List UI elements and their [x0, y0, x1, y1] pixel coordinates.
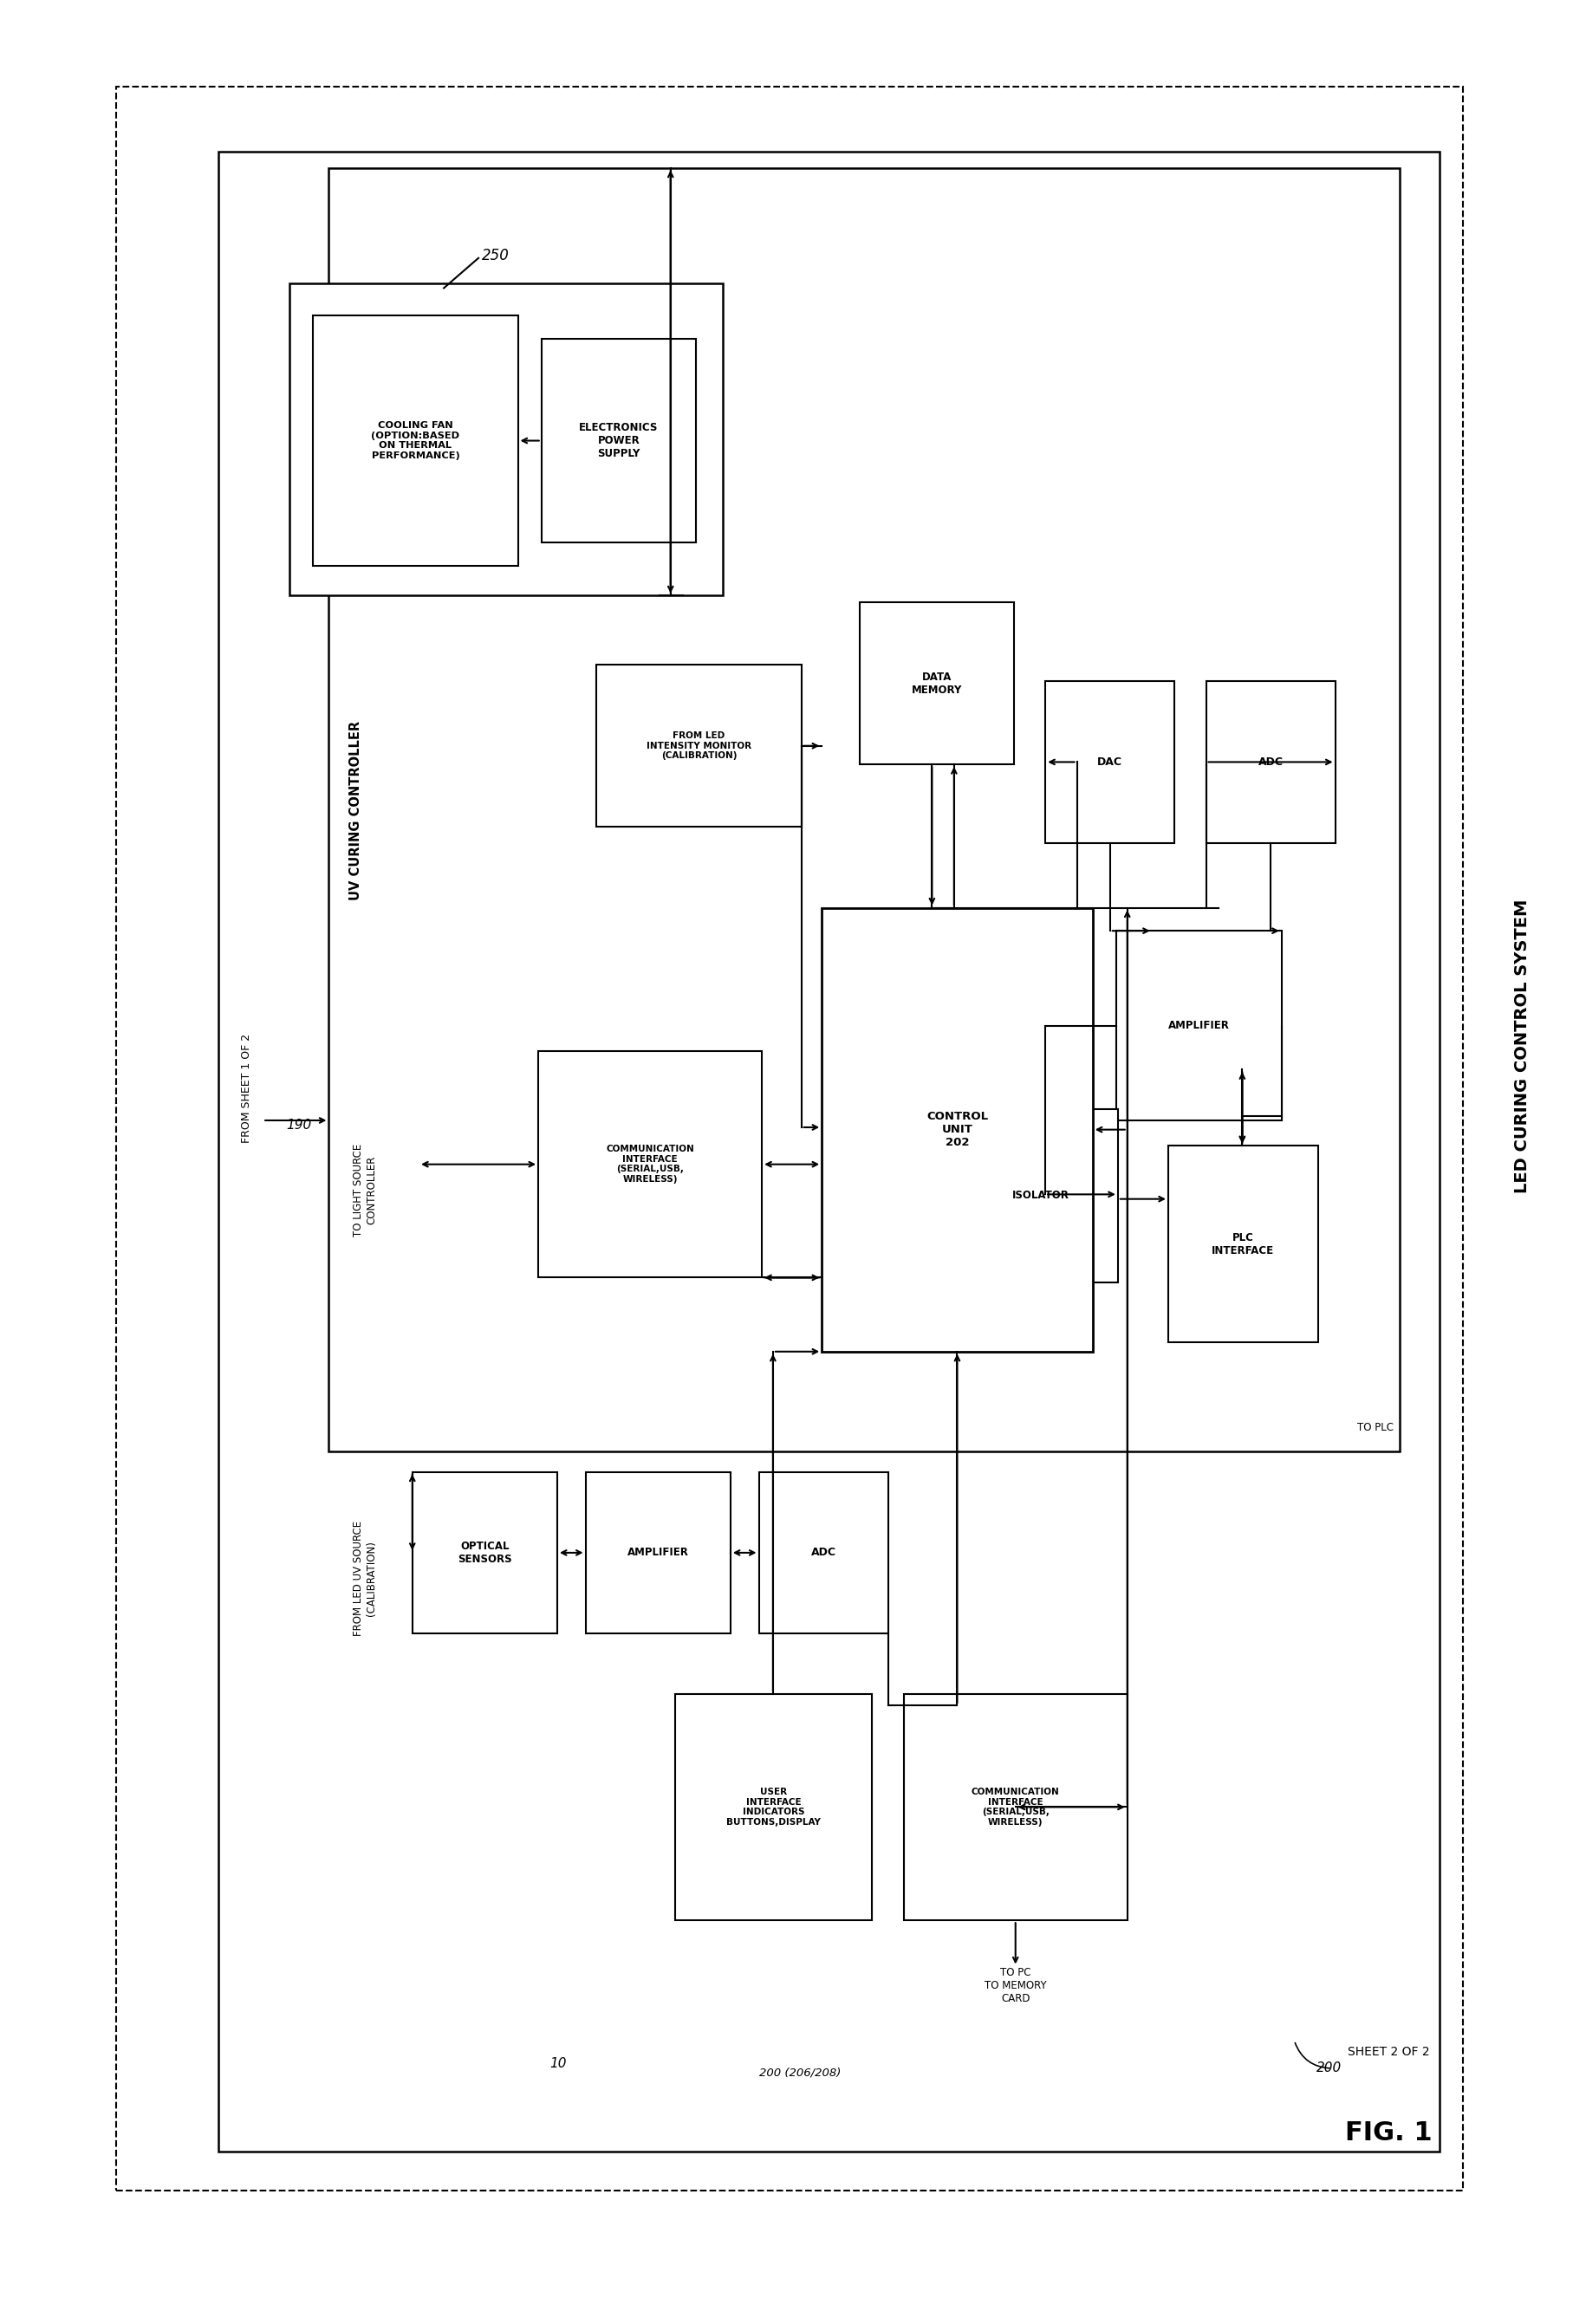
FancyBboxPatch shape: [1045, 681, 1174, 844]
Text: COOLING FAN
(OPTION:BASED
ON THERMAL
PERFORMANCE): COOLING FAN (OPTION:BASED ON THERMAL PER…: [371, 421, 460, 460]
Text: TO LIGHT SOURCE
CONTROLLER: TO LIGHT SOURCE CONTROLLER: [352, 1143, 377, 1236]
FancyBboxPatch shape: [902, 1694, 1126, 1920]
Text: COMMUNICATION
INTERFACE
(SERIAL,USB,
WIRELESS): COMMUNICATION INTERFACE (SERIAL,USB, WIR…: [606, 1146, 693, 1183]
Text: ISOLATOR: ISOLATOR: [1012, 1190, 1069, 1202]
Text: SHEET 2 OF 2: SHEET 2 OF 2: [1347, 2045, 1429, 2059]
Text: TO PC
TO MEMORY
CARD: TO PC TO MEMORY CARD: [983, 1966, 1045, 2003]
Text: DAC: DAC: [1098, 755, 1121, 767]
Text: AMPLIFIER: AMPLIFIER: [626, 1548, 688, 1559]
Text: TO PLC: TO PLC: [1356, 1422, 1393, 1434]
Text: 200: 200: [1315, 2061, 1340, 2075]
Text: OPTICAL
SENSORS: OPTICAL SENSORS: [457, 1541, 512, 1564]
FancyBboxPatch shape: [676, 1694, 872, 1920]
Text: FROM LED UV SOURCE
(CALIBRATION): FROM LED UV SOURCE (CALIBRATION): [352, 1520, 377, 1636]
Text: LED CURING CONTROL SYSTEM: LED CURING CONTROL SYSTEM: [1513, 899, 1530, 1195]
FancyBboxPatch shape: [289, 284, 722, 595]
FancyBboxPatch shape: [1167, 1146, 1316, 1343]
FancyBboxPatch shape: [312, 316, 517, 565]
FancyBboxPatch shape: [1205, 681, 1334, 844]
FancyBboxPatch shape: [822, 909, 1093, 1353]
Text: CONTROL
UNIT
202: CONTROL UNIT 202: [926, 1111, 988, 1148]
Text: 190: 190: [285, 1118, 311, 1132]
Text: COMMUNICATION
INTERFACE
(SERIAL,USB,
WIRELESS): COMMUNICATION INTERFACE (SERIAL,USB, WIR…: [971, 1787, 1059, 1827]
Text: DATA
MEMORY: DATA MEMORY: [910, 672, 961, 695]
Text: FIG. 1: FIG. 1: [1345, 2119, 1432, 2145]
FancyBboxPatch shape: [328, 167, 1399, 1450]
Text: AMPLIFIER: AMPLIFIER: [1167, 1020, 1229, 1032]
Text: FROM SHEET 1 OF 2: FROM SHEET 1 OF 2: [241, 1034, 252, 1143]
FancyBboxPatch shape: [758, 1471, 888, 1634]
Text: ADC: ADC: [1258, 755, 1283, 767]
FancyBboxPatch shape: [1115, 932, 1281, 1120]
FancyBboxPatch shape: [596, 665, 801, 827]
FancyBboxPatch shape: [219, 151, 1439, 2152]
Text: USER
INTERFACE
INDICATORS
BUTTONS,DISPLAY: USER INTERFACE INDICATORS BUTTONS,DISPLA…: [726, 1787, 820, 1827]
Text: FROM LED
INTENSITY MONITOR
(CALIBRATION): FROM LED INTENSITY MONITOR (CALIBRATION): [646, 732, 752, 760]
FancyBboxPatch shape: [538, 1050, 761, 1278]
Text: 200 (206/208): 200 (206/208): [758, 2068, 841, 2078]
FancyBboxPatch shape: [412, 1471, 557, 1634]
FancyBboxPatch shape: [585, 1471, 730, 1634]
Text: ADC: ADC: [810, 1548, 836, 1559]
Text: UV CURING CONTROLLER: UV CURING CONTROLLER: [349, 720, 362, 899]
FancyBboxPatch shape: [860, 602, 1013, 765]
Text: PLC
INTERFACE: PLC INTERFACE: [1212, 1232, 1274, 1257]
FancyBboxPatch shape: [963, 1109, 1117, 1283]
Text: ELECTRONICS
POWER
SUPPLY: ELECTRONICS POWER SUPPLY: [579, 423, 658, 460]
FancyBboxPatch shape: [541, 339, 695, 541]
Text: 250: 250: [482, 249, 509, 263]
Text: 10: 10: [549, 2057, 566, 2071]
